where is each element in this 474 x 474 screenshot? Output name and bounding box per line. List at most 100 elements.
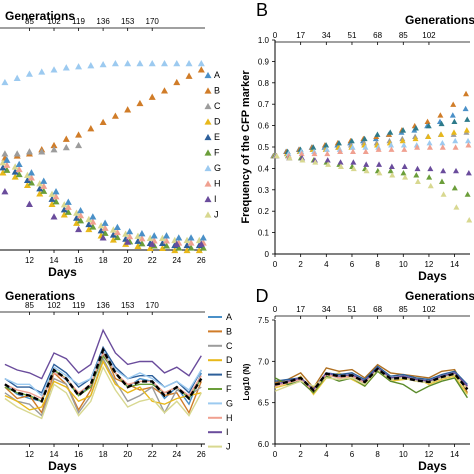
panel-a-point: [199, 244, 207, 251]
panel-a-point: [87, 125, 95, 132]
panel-c-legend-label: I: [226, 427, 229, 437]
panel-b-point: [387, 129, 394, 135]
panel-b-point: [401, 163, 408, 169]
panel-b-point: [349, 144, 356, 150]
panel-a-x-axis-label: Days: [48, 265, 77, 279]
panel-b-point: [400, 127, 407, 133]
panel-a-point: [158, 244, 166, 252]
panel-a-legend-label: G: [214, 163, 221, 173]
panel-d-x-axis-label: Days: [418, 459, 447, 473]
panel-b-point: [452, 144, 459, 150]
panel-b-point: [402, 174, 409, 180]
panel-b-point: [438, 120, 445, 127]
panel-a-point: [109, 231, 117, 238]
panel-b-point: [335, 140, 342, 146]
panel-b-point: [427, 165, 434, 172]
panel-d-x-tick-label: 6: [350, 450, 355, 459]
panel-a-point: [197, 66, 205, 73]
panel-a-x-tick-label: 14: [50, 256, 59, 265]
panel-a-point: [0, 159, 7, 166]
panel-a-legend-marker: [204, 211, 212, 218]
panel-a-point: [23, 171, 31, 178]
panel-b-y-tick-label: 0.5: [258, 143, 270, 152]
panel-a-point: [64, 203, 72, 210]
panel-b-point: [449, 112, 456, 118]
panel-b-point: [323, 142, 330, 148]
panel-b-top-tick-label: 68: [373, 31, 382, 40]
panel-b-point: [337, 148, 344, 154]
panel-a-point: [50, 66, 58, 73]
panel-a-point: [73, 209, 81, 216]
panel-a-point: [73, 214, 81, 221]
panel-a-point: [197, 240, 205, 247]
panel-c-legend-label: C: [226, 341, 233, 351]
panel-d-x-tick-label: 0: [273, 450, 278, 459]
panel-c-top-tick-label: 136: [96, 301, 110, 310]
panel-a-legend-label: C: [214, 101, 221, 111]
panel-a-legend-label: I: [214, 194, 217, 204]
panel-a-point: [52, 188, 60, 195]
panel-a-legend-label: D: [214, 117, 221, 127]
panel-a-point: [77, 217, 85, 224]
panel-b-point: [426, 144, 433, 150]
panel-b-point: [440, 191, 447, 197]
panel-b-point: [299, 157, 306, 163]
panel-a-point: [146, 244, 154, 252]
panel-b-point: [462, 105, 469, 112]
panel-b-point: [273, 152, 280, 159]
panel-c-top-tick-label: 85: [25, 301, 34, 310]
panel-a-point: [48, 200, 56, 207]
panel-c-legend-label: B: [226, 326, 232, 336]
panel-a-point: [146, 234, 154, 241]
panel-a-point: [113, 228, 121, 236]
panel-a-point: [11, 163, 19, 170]
panel-a-point: [75, 131, 83, 138]
panel-b-point: [451, 118, 458, 125]
panel-b-x-tick-label: 10: [399, 260, 408, 269]
panel-c-x-tick-label: 20: [123, 450, 132, 459]
panel-a-point: [197, 59, 205, 67]
panel-d-x-tick-label: 4: [324, 450, 329, 459]
panel-a-point: [52, 193, 60, 200]
panel-a-point: [158, 234, 166, 241]
panel-c-top-tick-label: 170: [146, 301, 160, 310]
panel-a-top-tick-label: 136: [96, 17, 110, 26]
panel-b-point: [324, 150, 331, 157]
panel-a-point: [15, 165, 23, 173]
panel-b-point: [337, 163, 344, 169]
panel-a-x-tick-label: 20: [123, 256, 132, 265]
panel-a-point: [109, 236, 117, 243]
panel-b-point: [388, 163, 395, 169]
panel-b-point: [439, 144, 446, 150]
panel-b-point: [363, 167, 370, 174]
panel-c-series-line: [4, 359, 202, 411]
panel-a-legend-marker: [204, 133, 212, 141]
panel-b-point: [438, 131, 445, 137]
panel-b-x-tick-label: 14: [450, 260, 459, 269]
panel-b-top-axis-title: Generations: [405, 13, 474, 27]
panel-b-point: [426, 174, 433, 180]
panel-d-mean-line: [274, 367, 469, 393]
panel-c-mean-line: [4, 347, 203, 403]
panel-d-x-tick-label: 8: [375, 450, 380, 459]
panel-b-top-tick-label: 102: [422, 31, 436, 40]
panel-a-point: [111, 59, 119, 67]
panel-b-point: [451, 184, 458, 191]
panel-a-point: [1, 78, 9, 86]
panel-b-y-tick-label: 0.9: [258, 57, 270, 66]
panel-b-point: [348, 137, 355, 144]
panel-a-point: [50, 213, 58, 220]
panel-a-top-tick-label: 119: [72, 17, 85, 26]
panel-a-legend-marker: [204, 118, 212, 125]
panel-a-point: [136, 99, 144, 107]
panel-b-y-tick-label: 0.6: [258, 122, 270, 131]
panel-a-point: [99, 118, 107, 126]
panel-d-y-axis-label: Log10 (N): [242, 363, 251, 400]
panel-a-point: [38, 148, 46, 155]
panel-b-x-axis-label: Days: [418, 269, 447, 283]
panel-a-legend-marker: [204, 87, 212, 94]
panel-a-point: [162, 242, 170, 249]
panel-b-point: [285, 150, 292, 157]
panel-a-point: [52, 198, 60, 205]
panel-a-point: [85, 225, 93, 233]
